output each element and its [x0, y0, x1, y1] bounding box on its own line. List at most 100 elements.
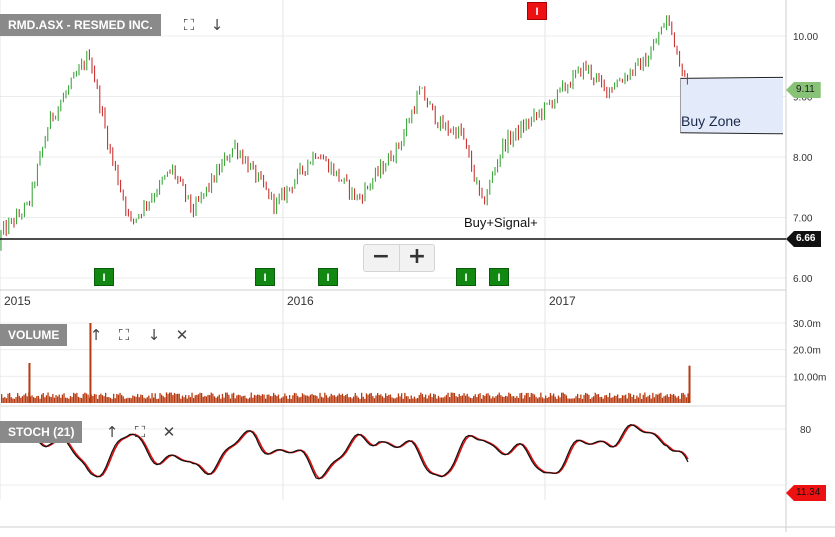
volume-bar	[633, 394, 635, 403]
volume-bar	[162, 396, 164, 403]
volume-bar	[535, 396, 537, 403]
volume-bar	[57, 396, 59, 403]
volume-bar	[297, 395, 299, 403]
volume-bar	[381, 396, 384, 403]
arrow-up-icon[interactable]: ↑	[89, 326, 103, 344]
volume-bar	[34, 398, 36, 403]
volume-bar	[508, 392, 510, 403]
volume-bar	[660, 392, 662, 403]
volume-bar	[180, 398, 182, 403]
buy-zone-label: Buy Zone	[681, 113, 741, 129]
close-icon[interactable]: ✕	[175, 326, 189, 344]
volume-bar	[399, 396, 401, 403]
volume-bar	[647, 396, 649, 403]
signal-marker-buy[interactable]: I	[456, 268, 476, 286]
volume-bar	[657, 394, 659, 403]
buy-zone-bottom-line	[680, 132, 784, 135]
volume-bar	[249, 397, 251, 403]
volume-bar	[143, 397, 145, 403]
volume-bar	[639, 393, 641, 403]
signal-marker-buy[interactable]: I	[255, 268, 275, 286]
signal-marker-buy[interactable]: I	[318, 268, 338, 286]
volume-bar	[511, 396, 513, 403]
stoch-d-line	[0, 424, 689, 480]
volume-bar	[425, 394, 427, 403]
volume-bar	[586, 393, 588, 403]
volume-bar	[551, 395, 553, 403]
volume-bar	[450, 392, 452, 403]
expand-icon[interactable]: ⛶	[183, 16, 195, 34]
volume-bar	[106, 397, 108, 403]
volume-bar	[95, 394, 97, 403]
volume-bar	[277, 394, 280, 403]
volume-bar	[9, 392, 11, 403]
volume-bar	[521, 392, 523, 403]
volume-bar	[421, 394, 424, 403]
volume-bar	[489, 395, 491, 403]
volume-bar	[84, 392, 86, 403]
volume-bar	[356, 395, 358, 403]
signal-marker-buy[interactable]: I	[489, 268, 509, 286]
close-icon[interactable]: ✕	[162, 423, 176, 441]
volume-bar	[71, 396, 73, 403]
volume-bar	[154, 393, 156, 403]
arrow-down-icon[interactable]: ↓	[210, 16, 224, 34]
signal-marker-alert[interactable]: I	[527, 2, 547, 20]
stochastic-lines	[0, 424, 689, 480]
volume-bar	[436, 398, 438, 403]
volume-bar	[257, 394, 259, 403]
volume-bar	[165, 392, 168, 403]
volume-bar	[132, 395, 134, 403]
volume-bar	[375, 395, 377, 403]
volume-bar	[282, 396, 284, 403]
volume-bar	[85, 393, 88, 403]
zoom-in-button[interactable]: +	[399, 245, 434, 271]
volume-bar	[121, 394, 123, 403]
volume-bar	[482, 394, 484, 403]
volume-bar	[58, 394, 60, 403]
volume-bar	[417, 398, 419, 403]
volume-bar	[461, 395, 464, 403]
volume-bar	[229, 398, 232, 403]
volume-bar	[460, 396, 462, 403]
volume-bar	[362, 396, 364, 403]
volume-bar	[1, 394, 3, 403]
volume-bar	[631, 396, 633, 403]
y-axis: 10.00 9.00 8.00 7.00 6.00 30.0m 20.0m 10.00m 80	[793, 32, 826, 436]
expand-icon[interactable]: ⛶	[134, 423, 146, 441]
expand-icon[interactable]: ⛶	[118, 326, 130, 344]
stoch-k-line	[0, 424, 689, 480]
volume-bar	[204, 395, 206, 403]
volume-bar	[655, 394, 657, 403]
volume-bar	[103, 396, 105, 403]
volume-bar	[580, 394, 582, 403]
price-tick-label: 9.00	[793, 93, 813, 104]
volume-bar	[23, 394, 25, 403]
volume-bar	[301, 393, 304, 403]
arrow-up-icon[interactable]: ↑	[105, 423, 119, 441]
volume-bar	[212, 393, 214, 403]
volume-bar	[127, 397, 129, 403]
stoch-value-badge: 11.34	[786, 485, 827, 501]
volume-bar	[193, 398, 195, 403]
volume-bar	[354, 392, 356, 403]
zoom-out-button[interactable]: −	[371, 244, 391, 269]
price-candles	[0, 15, 688, 251]
arrow-down-icon[interactable]: ↓	[147, 326, 161, 344]
price-tick-label: 6.00	[793, 274, 813, 285]
volume-bar	[221, 393, 224, 403]
buy-signal-annotation: Buy+Signal+	[464, 215, 538, 230]
volume-bar	[487, 393, 489, 403]
volume-bar	[42, 393, 44, 403]
volume-bar	[239, 395, 241, 403]
volume-bar	[69, 395, 72, 403]
volume-bar	[145, 398, 147, 403]
volume-bar	[303, 394, 305, 403]
volume-bar	[410, 395, 412, 403]
volume-bar	[172, 395, 174, 403]
signal-marker-buy[interactable]: I	[94, 268, 114, 286]
volume-bar	[581, 398, 584, 403]
volume-bar	[138, 397, 140, 403]
volume-bar	[471, 398, 473, 403]
volume-bar	[210, 392, 212, 403]
